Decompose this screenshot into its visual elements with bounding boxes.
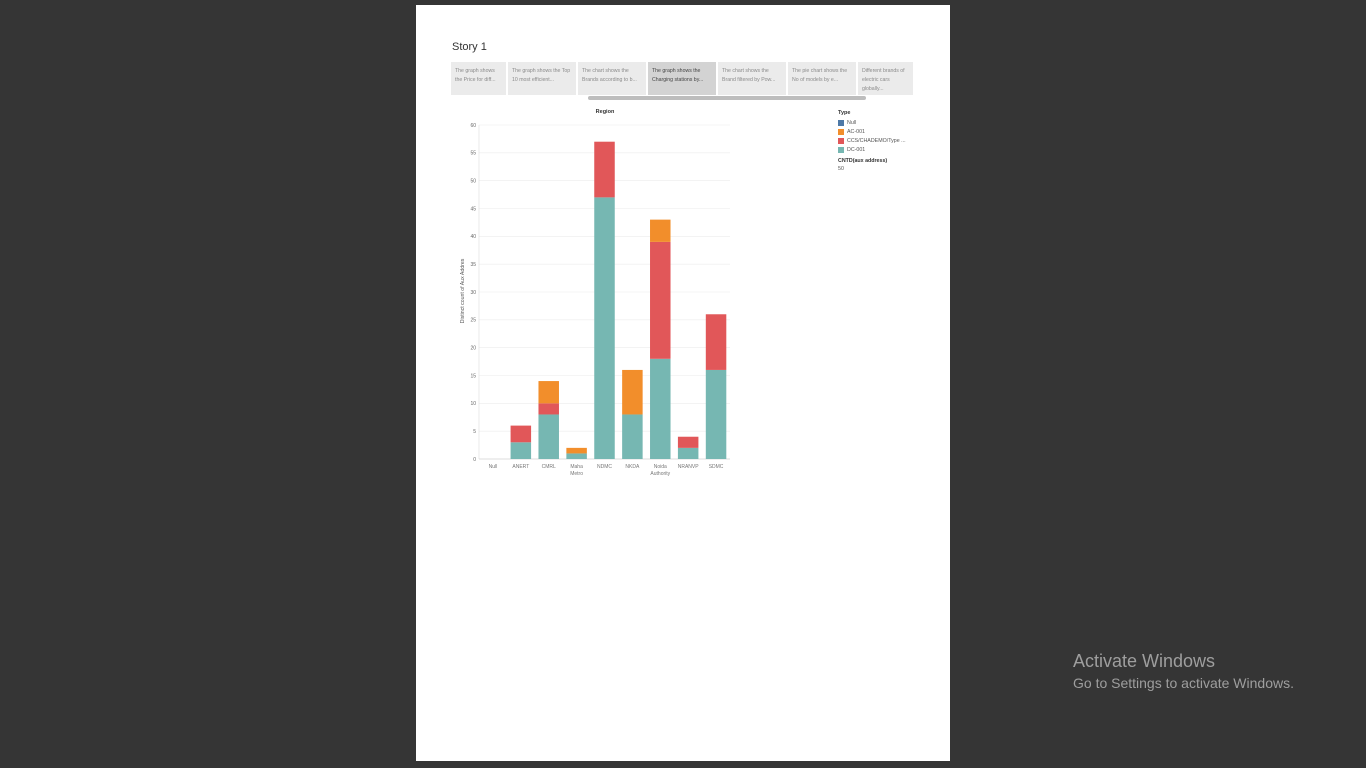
legend-swatch xyxy=(838,128,844,135)
legend-label: Null xyxy=(847,119,857,126)
legend-swatch xyxy=(838,137,844,144)
x-tick-label: NDMC xyxy=(597,464,612,470)
x-tick-label: Authority xyxy=(650,471,670,477)
legend-swatch xyxy=(838,146,844,153)
y-tick-label: 30 xyxy=(470,290,476,296)
y-tick-label: 35 xyxy=(470,262,476,268)
bar-segment[interactable] xyxy=(538,381,559,404)
y-tick-label: 25 xyxy=(470,318,476,324)
bar-segment[interactable] xyxy=(566,447,587,454)
activate-windows-watermark: Activate Windows Go to Settings to activ… xyxy=(1073,651,1294,691)
bar-segment[interactable] xyxy=(538,403,559,415)
x-tick-label: ANERT xyxy=(512,464,529,470)
y-axis-label: Distinct count of Aux Addres xyxy=(460,258,466,323)
story-point-2[interactable]: The graph shows the Top 10 most efficien… xyxy=(508,62,578,95)
story-point-3[interactable]: The chart shows the Brands according to … xyxy=(578,62,648,95)
legend-label: AC-001 xyxy=(847,128,865,135)
story-point-7[interactable]: Different brands of electric cars global… xyxy=(858,62,915,95)
bar-segment[interactable] xyxy=(677,447,699,459)
bar-segment[interactable] xyxy=(650,219,671,242)
bar-segment[interactable] xyxy=(677,436,699,448)
legend-size-title: CNTD(aux address) xyxy=(838,158,888,164)
y-tick-label: 60 xyxy=(470,123,476,129)
x-tick-label: CMRL xyxy=(542,464,556,470)
y-tick-label: 15 xyxy=(470,373,476,379)
x-tick-label: Metro xyxy=(570,471,583,477)
bar-segment[interactable] xyxy=(705,369,727,459)
bar-segment[interactable] xyxy=(566,453,587,459)
y-tick-label: 40 xyxy=(470,234,476,240)
x-tick-label: Noida xyxy=(654,464,667,470)
y-tick-label: 0 xyxy=(473,457,476,463)
y-tick-label: 55 xyxy=(470,151,476,157)
story-point-6[interactable]: The pie chart shows the No of models by … xyxy=(788,62,858,95)
bar-segment[interactable] xyxy=(705,314,727,370)
legend-title: Type xyxy=(838,110,851,116)
bar-segment[interactable] xyxy=(510,442,532,459)
chart-title: Region xyxy=(596,109,615,115)
y-tick-label: 10 xyxy=(470,401,476,407)
bar-segment[interactable] xyxy=(622,369,643,415)
bar-segment[interactable] xyxy=(538,414,559,459)
y-tick-label: 5 xyxy=(473,429,476,435)
y-ticks: 0 5 10 15 20 25 30 35 40 45 50 55 60 xyxy=(470,123,476,463)
y-tick-label: 20 xyxy=(470,345,476,351)
x-tick-label: NRANVP xyxy=(678,464,700,470)
legend: Type Null AC-001 CCS/CHADEMO/Type ... DC-00… xyxy=(838,110,906,172)
y-tick-label: 45 xyxy=(470,206,476,212)
story-title: Story 1 xyxy=(452,41,487,53)
legend-swatch xyxy=(838,119,844,126)
story-point-5[interactable]: The chart shows the Brand filtered by Po… xyxy=(718,62,788,95)
legend-item[interactable]: AC-001 xyxy=(838,127,906,136)
legend-item[interactable]: CCS/CHADEMO/Type ... xyxy=(838,136,906,145)
bar-segment[interactable] xyxy=(650,358,671,459)
story-point-4[interactable]: The graph shows the Charging stations by… xyxy=(648,62,718,95)
story-navigator: The graph shows the Price for diff... The… xyxy=(451,62,915,95)
bar-segment[interactable] xyxy=(510,425,532,443)
navigator-scrollbar[interactable] xyxy=(588,96,866,100)
legend-label: DC-001 xyxy=(847,146,866,153)
x-tick-label: Maha xyxy=(570,464,583,470)
bar-segment[interactable] xyxy=(650,241,671,359)
legend-item[interactable]: Null xyxy=(838,118,906,127)
bar-segment[interactable] xyxy=(594,141,615,198)
legend-size-value: 50 xyxy=(838,166,844,172)
story-page: Story 1 The graph shows the Price for di… xyxy=(416,5,950,761)
x-tick-label: Null xyxy=(489,464,498,470)
legend-item[interactable]: DC-001 xyxy=(838,145,906,154)
bar-segment[interactable] xyxy=(622,414,643,459)
stacked-bar-chart: Region Distinct count of Aux Addres 0 5 10… xyxy=(460,109,730,477)
x-tick-label: SDMC xyxy=(709,464,724,470)
bar-segment[interactable] xyxy=(594,197,615,459)
x-tick-label: NKDA xyxy=(625,464,640,470)
story-point-1[interactable]: The graph shows the Price for diff... xyxy=(451,62,508,95)
bars xyxy=(510,141,727,459)
legend-label: CCS/CHADEMO/Type ... xyxy=(847,137,906,144)
watermark-subtitle: Go to Settings to activate Windows. xyxy=(1073,675,1294,691)
watermark-title: Activate Windows xyxy=(1073,651,1216,671)
y-tick-label: 50 xyxy=(470,178,476,184)
